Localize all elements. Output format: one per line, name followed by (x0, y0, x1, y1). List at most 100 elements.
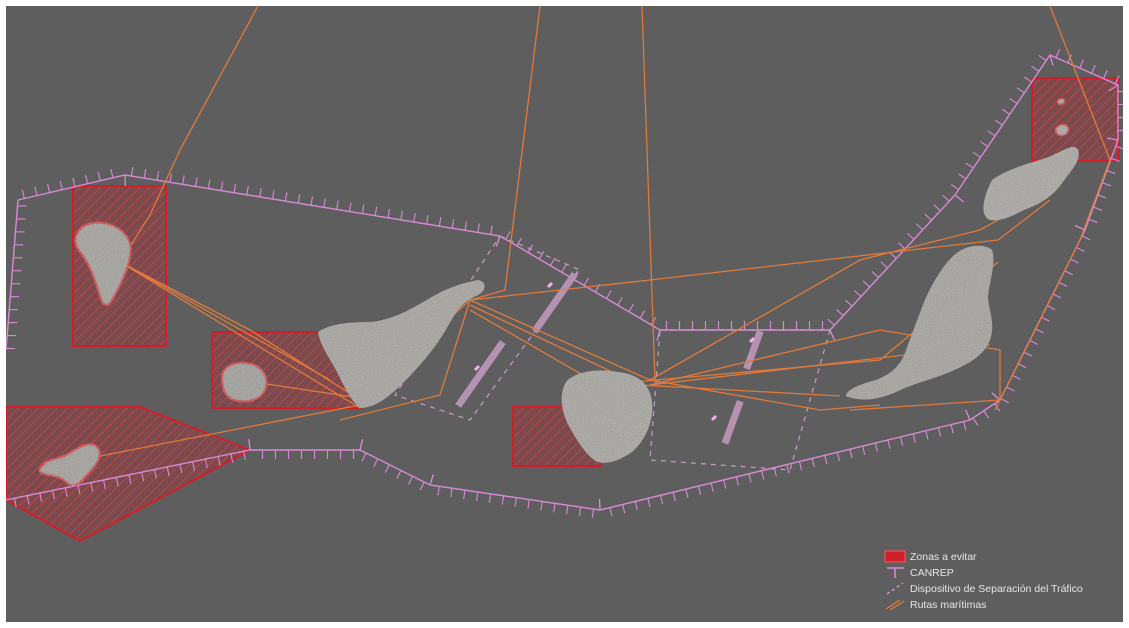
canrep-tick (1006, 386, 1015, 392)
canrep-tick (425, 215, 429, 225)
islet-north-1 (1056, 97, 1066, 106)
canrep-tick (887, 439, 891, 449)
canrep-tick (463, 490, 466, 500)
island-el-hierro (38, 443, 101, 487)
canrep-tick (475, 491, 479, 502)
canrep-tick (697, 485, 702, 495)
orange-lines-icon (884, 598, 906, 611)
canrep-tick (639, 310, 646, 319)
route-5 (119, 261, 361, 409)
canrep-tick (836, 452, 841, 462)
canrep-tick (983, 410, 990, 419)
canrep-tick (672, 492, 676, 502)
canrep-tick (853, 290, 862, 298)
island-tenerife (318, 280, 485, 408)
canrep-tick (204, 459, 208, 469)
canrep-tick (408, 476, 414, 485)
canrep-tick (336, 200, 339, 210)
canrep-tick (1070, 258, 1079, 264)
canrep-tick (85, 174, 89, 184)
canrep-tick (233, 183, 237, 193)
canrep-tick (1081, 235, 1091, 241)
legend-label: Zonas a evitar (910, 550, 977, 563)
canrep-tick (1009, 98, 1018, 105)
canrep-tick (217, 456, 221, 466)
island-fuerteventura (846, 245, 994, 400)
canrep-tick (980, 141, 989, 148)
canrep-tick (659, 495, 664, 505)
canrep-tick (477, 223, 480, 233)
canrep-tick (488, 493, 492, 503)
canrep-tick (798, 461, 803, 471)
canrep-tick (1038, 55, 1047, 61)
canrep-tick (925, 430, 929, 440)
tss-west-lane-1 (531, 272, 578, 334)
canrep-tick (501, 495, 505, 505)
canrep-tick (527, 499, 530, 509)
canrep-tick (561, 264, 567, 273)
canrep-tick (963, 421, 967, 431)
canrep-tick (39, 492, 43, 502)
canrep-tick (933, 204, 941, 212)
canrep-tick (748, 473, 752, 483)
canrep-tick (505, 231, 511, 240)
canrep-tick (437, 486, 440, 496)
island-la-gomera (220, 361, 268, 403)
canrep-tick (243, 451, 246, 461)
canrep-tick (1103, 70, 1108, 79)
canrep-line-west (6, 199, 19, 351)
tss-west-outline (394, 235, 581, 421)
canrep-tick (862, 280, 871, 288)
canrep-tick (130, 167, 134, 177)
route-13 (469, 199, 1051, 301)
canrep-tick (899, 436, 904, 446)
canrep-tick (195, 177, 198, 187)
canrep-tick (1012, 374, 1021, 380)
canrep-tick (514, 497, 517, 507)
canrep-tick (874, 442, 878, 452)
canrep-tick (450, 488, 453, 498)
legend-label: Rutas marítimas (910, 598, 987, 611)
tss-west-lane-2 (455, 340, 506, 408)
canrep-tick (1029, 339, 1039, 345)
island-la-palma (74, 221, 132, 306)
canrep-tick (538, 251, 545, 260)
legend-label: Dispositivo de Separación del Tráfico (910, 582, 1083, 595)
canrep-tick (1058, 281, 1068, 287)
canrep-tick (1023, 351, 1033, 357)
canrep-tick (115, 477, 119, 487)
canrep-tick (1001, 108, 1011, 115)
route-15 (649, 329, 1001, 411)
canrep-tick (413, 212, 416, 223)
canrep-tick (13, 498, 17, 508)
canrep-tick (915, 223, 924, 231)
pink-tick-line-icon (884, 566, 906, 579)
canrep-tick (710, 482, 714, 492)
islet-north-2 (1055, 123, 1070, 137)
route-3 (641, 6, 656, 381)
canrep-tick (845, 299, 853, 307)
traffic-separation (394, 235, 831, 471)
canrep-tick (906, 232, 915, 240)
tss-marker-2 (473, 364, 481, 372)
islands (38, 97, 1079, 487)
canrep-tick (310, 196, 314, 206)
tss-east-lane-1 (743, 330, 764, 370)
canrep-tick (90, 482, 94, 492)
canrep-tick (1000, 398, 1009, 404)
canrep-tick (958, 173, 967, 180)
route-16 (339, 299, 471, 421)
canrep-tick (128, 474, 132, 484)
canrep-tick (387, 208, 391, 218)
canrep-tick (349, 202, 352, 212)
canrep-tick (583, 277, 590, 286)
map-legend: Zonas a evitar CANREP Dispositivo de Sep… (884, 549, 1119, 613)
canrep-tick (1055, 49, 1061, 58)
canrep-tick (1016, 87, 1025, 94)
canrep-tick (451, 219, 455, 229)
canrep-tick (143, 169, 147, 179)
canrep-tick (77, 485, 81, 495)
route-8 (79, 404, 361, 461)
canrep-tick (156, 171, 160, 181)
canrep-tick (937, 427, 942, 437)
